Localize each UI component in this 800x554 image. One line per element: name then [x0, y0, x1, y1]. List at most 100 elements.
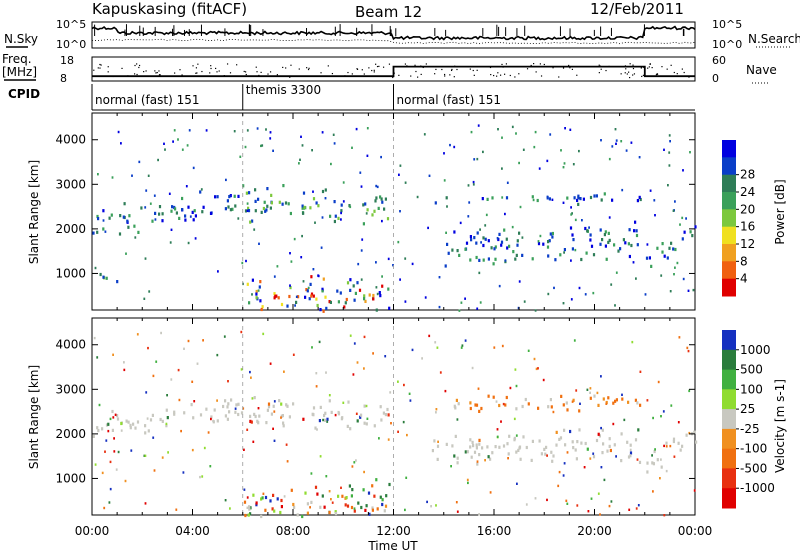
power-ylabel: Slant Range [km]: [27, 160, 41, 264]
y-tick-label: 1000: [55, 266, 86, 280]
heatmap-cell: [365, 422, 368, 426]
nave-dot: [306, 67, 308, 69]
heatmap-cell: [665, 441, 668, 445]
heatmap-cell: [354, 291, 357, 295]
heatmap-cell: [209, 465, 212, 468]
heatmap-cell: [626, 440, 629, 444]
velocity-ylabel: Slant Range [km]: [27, 365, 41, 469]
heatmap-cell: [372, 297, 375, 301]
nave-dot: [651, 67, 653, 69]
heatmap-cell: [677, 441, 680, 445]
heatmap-cell: [136, 420, 140, 424]
heatmap-cell: [367, 491, 371, 495]
nave-dot: [226, 63, 229, 65]
heatmap-cell: [207, 431, 210, 434]
heatmap-cell: [311, 346, 313, 349]
heatmap-cell: [241, 261, 244, 265]
heatmap-cell: [456, 510, 459, 513]
heatmap-cell: [143, 454, 146, 457]
heatmap-cell: [516, 243, 519, 247]
heatmap-cell: [599, 513, 601, 516]
heatmap-cell: [482, 236, 485, 240]
heatmap-cell: [453, 145, 456, 149]
heatmap-cell: [353, 298, 356, 302]
heatmap-cell: [611, 198, 614, 202]
heatmap-cell: [166, 416, 169, 420]
colorbar-tick-label: 100: [740, 382, 763, 396]
heatmap-cell: [456, 418, 459, 421]
nave-dot: [195, 72, 197, 74]
heatmap-cell: [292, 502, 295, 507]
heatmap-cell: [381, 219, 383, 223]
heatmap-cell: [349, 427, 352, 431]
nave-dot: [626, 73, 628, 75]
heatmap-cell: [470, 130, 473, 134]
heatmap-cell: [328, 394, 331, 397]
heatmap-cell: [471, 440, 474, 444]
heatmap-cell: [661, 242, 664, 246]
heatmap-cell: [119, 214, 122, 218]
heatmap-cell: [504, 403, 507, 407]
heatmap-cell: [636, 401, 639, 405]
heatmap-cell: [694, 225, 697, 229]
colorbar-swatch: [722, 448, 736, 469]
heatmap-cell: [614, 128, 617, 131]
heatmap-cell: [149, 418, 153, 422]
heatmap-cell: [216, 399, 218, 402]
heatmap-cell: [376, 185, 379, 189]
heatmap-cell: [607, 240, 610, 244]
nave-dot: [99, 63, 101, 66]
nave-dot: [629, 63, 631, 65]
heatmap-cell: [493, 247, 496, 251]
heatmap-cell: [584, 226, 587, 231]
nave-dot: [99, 67, 101, 69]
nave-dot: [451, 68, 453, 71]
heatmap-cell: [469, 401, 472, 405]
heatmap-cell: [545, 445, 548, 449]
nave-dot: [236, 64, 238, 66]
heatmap-cell: [464, 297, 466, 300]
heatmap-cell: [249, 512, 252, 516]
heatmap-cell: [321, 189, 325, 194]
heatmap-cell: [182, 471, 185, 474]
heatmap-cell: [258, 285, 261, 289]
heatmap-cell: [104, 230, 107, 233]
heatmap-cell: [272, 493, 275, 497]
heatmap-cell: [475, 241, 478, 245]
heatmap-cell: [329, 300, 332, 304]
heatmap-cell: [137, 230, 140, 234]
heatmap-cell: [609, 448, 612, 453]
nave-dot: [568, 64, 570, 67]
heatmap-cell: [366, 208, 369, 212]
heatmap-cell: [501, 196, 504, 199]
heatmap-cell: [598, 434, 601, 438]
heatmap-cell: [381, 284, 384, 288]
heatmap-cell: [466, 478, 469, 482]
heatmap-cell: [260, 144, 262, 148]
heatmap-cell: [371, 506, 374, 510]
heatmap-cell: [312, 268, 315, 271]
heatmap-cell: [648, 256, 651, 260]
heatmap-cell: [605, 402, 608, 405]
x-tick-label: 08:00: [276, 524, 311, 538]
heatmap-cell: [136, 333, 139, 336]
heatmap-cell: [404, 181, 407, 184]
heatmap-cell: [96, 230, 99, 234]
heatmap-cell: [363, 470, 365, 474]
heatmap-cell: [437, 440, 439, 443]
heatmap-cell: [604, 244, 607, 248]
heatmap-cell: [276, 497, 279, 501]
heatmap-cell: [627, 400, 630, 404]
heatmap-cell: [102, 227, 105, 231]
nave-dot: [229, 72, 232, 74]
nave-dot: [290, 64, 292, 66]
heatmap-cell: [611, 145, 614, 148]
heatmap-cell: [646, 243, 649, 246]
nave-dot: [350, 75, 352, 77]
nave-dot: [159, 74, 161, 76]
heatmap-cell: [639, 403, 642, 407]
nave-dot: [454, 65, 456, 67]
nave-dot: [347, 71, 349, 74]
heatmap-cell: [228, 410, 231, 414]
heatmap-cell: [237, 194, 240, 198]
